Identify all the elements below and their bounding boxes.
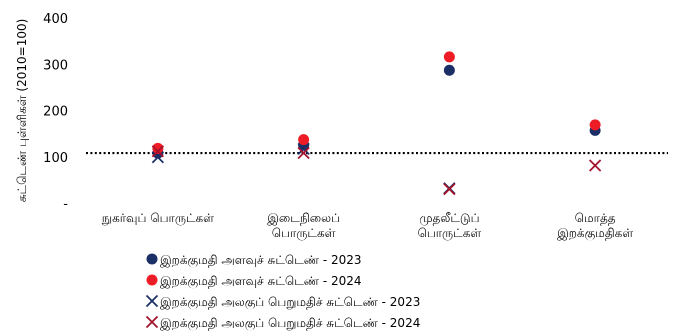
data-point	[297, 146, 310, 160]
y-tick-label: 100	[43, 151, 68, 166]
y-axis-label: சுட்டெண் புள்ளிகள் (2010=100)	[15, 19, 29, 203]
data-point	[443, 51, 455, 63]
y-tick-label: 300	[43, 58, 68, 73]
y-axis-title: சுட்டெண் புள்ளிகள் (2010=100)	[15, 19, 29, 203]
x-category-label: பொருட்கள்	[418, 226, 482, 241]
data-point	[443, 182, 456, 196]
data-point	[151, 151, 165, 164]
legend-entry: இறக்குமதி அளவுச் சுட்டெண் - 2024	[160, 274, 362, 289]
data-point	[151, 145, 165, 158]
y-tick-label: 200	[43, 105, 68, 120]
legend-marker	[146, 274, 158, 286]
x-category-label: நுகர்வுப் பொருட்கள்	[102, 211, 214, 226]
x-category-label: மொத்த	[575, 211, 616, 225]
data-point	[152, 142, 164, 154]
x-category-label: இறக்குமதிகள்	[557, 226, 633, 241]
legend-entry: இறக்குமதி அலகுப் பெறுமதிச் சுட்டெண் - 20…	[160, 316, 420, 331]
legend-entry: இறக்குமதி அலகுப் பெறுமதிச் சுட்டெண் - 20…	[160, 295, 420, 310]
legend-marker	[145, 294, 159, 308]
data-point	[443, 64, 455, 76]
y-axis-ticks: - 100 200 300 400	[43, 12, 68, 212]
data-point	[589, 119, 601, 131]
data-point	[298, 134, 310, 146]
legend: இறக்குமதி அளவுச் சுட்டெண் - 2023 இறக்குமத…	[145, 253, 420, 331]
x-category-label: பொருட்கள்	[272, 226, 336, 241]
data-point	[588, 159, 602, 172]
y-tick-label: -	[63, 197, 68, 212]
data-markers	[151, 51, 602, 196]
x-category-label: இடைநிலைப்	[267, 211, 340, 226]
data-point	[297, 142, 310, 156]
x-axis-labels: நுகர்வுப் பொருட்கள் இடைநிலைப்பொருட்கள்முத…	[102, 211, 634, 241]
legend-marker	[145, 315, 159, 329]
legend-entry: இறக்குமதி அளவுச் சுட்டெண் - 2023	[160, 253, 362, 268]
y-tick-label: 400	[43, 12, 68, 27]
legend-marker	[146, 253, 158, 265]
x-category-label: முதலீட்டுப்	[419, 211, 479, 226]
